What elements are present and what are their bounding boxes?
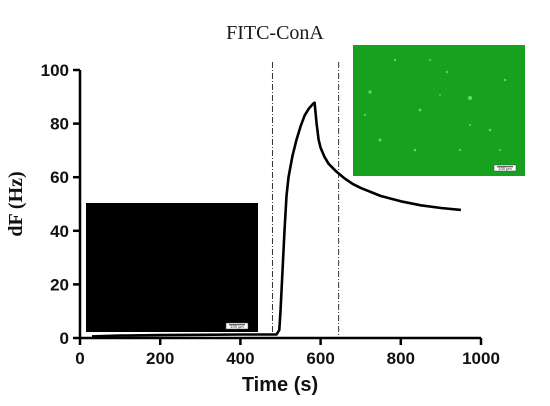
fluorescent-speck — [363, 113, 367, 117]
fluorescent-speck — [368, 90, 372, 94]
x-tick-label: 200 — [146, 349, 174, 368]
y-ticks: 0 20 40 60 80 100 — [41, 61, 80, 348]
fluorescent-speck — [439, 94, 441, 96]
y-tick-label: 60 — [50, 168, 69, 187]
fluorescent-speck — [418, 108, 422, 112]
y-axis-label: dF (Hz) — [5, 171, 27, 236]
x-axis-label: Time (s) — [242, 374, 318, 396]
fluorescent-speck — [429, 59, 431, 61]
fluorescent-speck — [378, 138, 382, 142]
y-tick-label: 80 — [50, 115, 69, 134]
x-tick-label: 800 — [387, 349, 415, 368]
y-tick-label: 40 — [50, 222, 69, 241]
scale-bar — [493, 164, 517, 172]
x-tick-label: 0 — [75, 349, 84, 368]
y-tick-label: 0 — [60, 329, 69, 348]
scale-bar — [225, 322, 249, 330]
fluorescent-speck — [499, 149, 501, 151]
inset-image — [353, 45, 525, 176]
scale-bar-label: 100 µm — [230, 324, 244, 329]
fluorescent-speck — [458, 148, 462, 152]
y-tick-label: 100 — [41, 61, 69, 80]
fluorescent-speck — [467, 95, 473, 101]
fluorescent-speck — [503, 78, 507, 82]
x-tick-label: 400 — [226, 349, 254, 368]
x-tick-label: 1000 — [462, 349, 500, 368]
fluorescent-speck — [445, 70, 449, 74]
fluorescent-speck — [488, 128, 492, 132]
scale-bar-label: 100 µm — [498, 166, 512, 171]
fluorescent-speck — [469, 124, 471, 126]
series-group — [91, 101, 462, 338]
series-line — [91, 101, 462, 338]
y-tick-label: 20 — [50, 275, 69, 294]
fluorescent-speck — [413, 148, 417, 152]
fluorescent-speck — [393, 58, 397, 62]
reference-lines — [271, 62, 340, 338]
insets: 100 µm 100 µm — [86, 45, 525, 332]
chart-title: FITC-ConA — [226, 22, 324, 44]
inset-image — [86, 203, 258, 332]
x-ticks: 0 200 400 600 800 1000 — [75, 338, 500, 368]
x-tick-label: 600 — [306, 349, 334, 368]
